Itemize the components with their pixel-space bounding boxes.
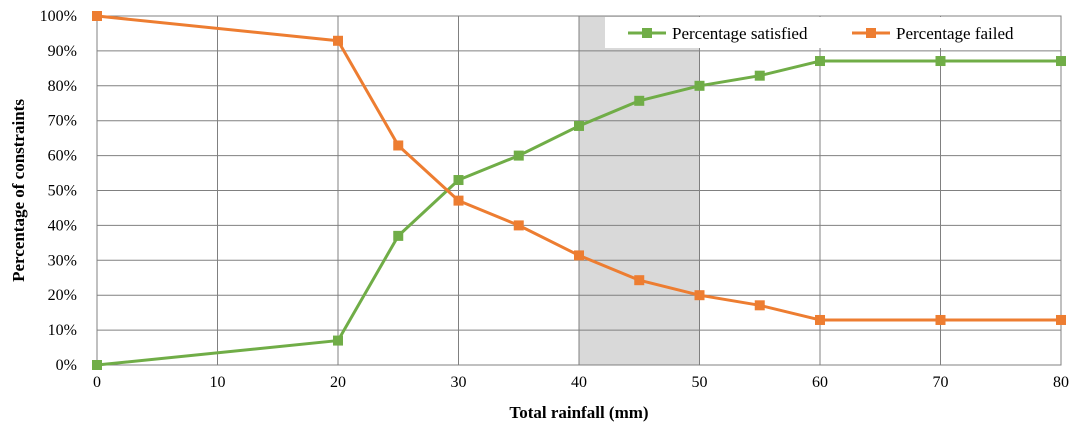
x-tick-label: 0 xyxy=(93,374,101,391)
data-point xyxy=(815,56,825,67)
data-point xyxy=(393,140,404,151)
y-tick-label: 10% xyxy=(48,322,77,339)
legend-swatch-marker xyxy=(642,28,652,38)
x-tick-label: 80 xyxy=(1053,374,1069,391)
data-point xyxy=(92,360,102,370)
data-point xyxy=(634,95,645,106)
legend-swatch-marker xyxy=(866,28,876,38)
data-point xyxy=(1056,314,1066,325)
gridlines xyxy=(96,15,1062,366)
x-axis-title: Total rainfall (mm) xyxy=(509,403,648,422)
y-tick-labels: 0% 10% 20% 30% 40% 50% 60% 70% 80% 90% 100% xyxy=(40,8,77,374)
x-tick-label: 10 xyxy=(210,374,226,391)
data-point xyxy=(453,195,464,206)
data-point xyxy=(513,220,524,231)
data-point xyxy=(333,35,343,46)
x-tick-label: 60 xyxy=(812,374,828,391)
y-tick-label: 60% xyxy=(48,148,77,165)
x-tick-labels: 0 10 20 30 40 50 60 70 80 xyxy=(93,374,1069,391)
x-tick-label: 50 xyxy=(692,374,708,391)
data-point xyxy=(935,56,946,67)
series-line xyxy=(96,14,1061,322)
legend-label: Percentage failed xyxy=(896,24,1014,43)
data-point xyxy=(754,70,765,81)
data-point xyxy=(92,11,102,21)
y-axis-title: Percentage of constraints xyxy=(9,99,28,282)
series-group xyxy=(92,11,1066,370)
y-tick-label: 20% xyxy=(48,287,77,304)
series-1 xyxy=(92,11,1066,325)
legend: Percentage satisfied Percentage failed xyxy=(605,17,1060,48)
data-point xyxy=(574,250,584,261)
y-tick-label: 30% xyxy=(48,252,77,269)
data-point xyxy=(1056,56,1066,67)
y-tick-label: 90% xyxy=(48,43,77,60)
series-0 xyxy=(92,56,1066,370)
y-tick-label: 40% xyxy=(48,217,77,234)
data-point xyxy=(754,300,765,311)
x-tick-label: 40 xyxy=(571,374,587,391)
data-point xyxy=(333,335,343,346)
y-tick-label: 0% xyxy=(56,357,77,374)
x-tick-label: 30 xyxy=(451,374,467,391)
data-point xyxy=(453,175,464,186)
y-tick-label: 80% xyxy=(48,78,77,95)
data-point xyxy=(935,314,946,325)
data-point xyxy=(513,150,524,161)
data-point xyxy=(815,314,825,325)
data-point xyxy=(694,80,705,91)
x-tick-label: 70 xyxy=(933,374,949,391)
legend-background xyxy=(605,17,1060,48)
data-point xyxy=(694,290,705,301)
legend-label: Percentage satisfied xyxy=(672,24,808,43)
y-tick-label: 50% xyxy=(48,183,77,200)
series-line xyxy=(96,59,1061,367)
x-tick-label: 20 xyxy=(330,374,346,391)
plot-area-frame xyxy=(96,15,1062,366)
data-point xyxy=(574,120,584,131)
y-tick-label: 100% xyxy=(40,8,77,25)
y-tick-label: 70% xyxy=(48,113,77,130)
data-point xyxy=(393,230,404,241)
data-point xyxy=(634,275,645,286)
